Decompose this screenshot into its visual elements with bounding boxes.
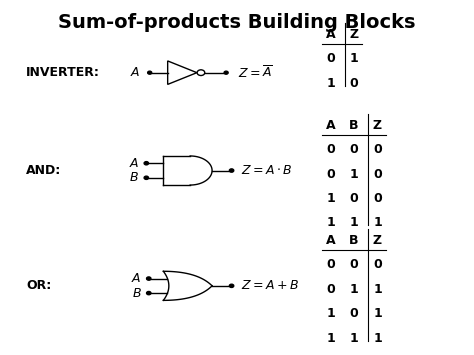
Circle shape	[229, 284, 234, 288]
Text: $Z = A + B$: $Z = A + B$	[241, 279, 299, 292]
Text: 1: 1	[373, 283, 382, 296]
Text: 1: 1	[350, 217, 358, 229]
Circle shape	[224, 71, 228, 74]
Text: 0: 0	[350, 307, 358, 320]
Text: B: B	[349, 234, 359, 247]
Circle shape	[148, 71, 152, 74]
Text: A: A	[326, 28, 336, 41]
Text: A: A	[326, 119, 336, 132]
Circle shape	[144, 176, 148, 179]
Text: 1: 1	[373, 307, 382, 320]
Text: 1: 1	[326, 217, 335, 229]
Circle shape	[229, 169, 234, 172]
Text: Sum-of-products Building Blocks: Sum-of-products Building Blocks	[58, 13, 416, 32]
Text: 0: 0	[373, 168, 382, 180]
Text: 1: 1	[373, 332, 382, 345]
Circle shape	[146, 291, 151, 295]
Text: 0: 0	[326, 168, 335, 180]
Text: A: A	[326, 234, 336, 247]
Text: 1: 1	[326, 192, 335, 205]
Text: $B$: $B$	[129, 171, 139, 184]
Text: 0: 0	[373, 258, 382, 271]
Text: $A$: $A$	[130, 66, 140, 79]
Text: 0: 0	[350, 77, 358, 90]
Text: 0: 0	[326, 258, 335, 271]
Text: 0: 0	[373, 192, 382, 205]
Circle shape	[146, 277, 151, 280]
Text: 1: 1	[350, 332, 358, 345]
Text: 0: 0	[326, 283, 335, 296]
Text: 0: 0	[373, 143, 382, 156]
Text: 0: 0	[350, 192, 358, 205]
Text: INVERTER:: INVERTER:	[26, 66, 100, 79]
Text: 1: 1	[326, 307, 335, 320]
Text: 1: 1	[350, 168, 358, 180]
Text: 0: 0	[326, 143, 335, 156]
Text: $A$: $A$	[131, 272, 142, 285]
Text: 1: 1	[373, 217, 382, 229]
Circle shape	[144, 162, 148, 165]
Text: OR:: OR:	[26, 279, 52, 292]
Text: $A$: $A$	[129, 157, 139, 170]
Text: Z: Z	[373, 234, 382, 247]
Text: B: B	[349, 119, 359, 132]
Text: AND:: AND:	[26, 164, 62, 177]
Text: 0: 0	[326, 52, 335, 65]
Text: 1: 1	[350, 52, 358, 65]
Text: 0: 0	[350, 143, 358, 156]
Text: 1: 1	[326, 77, 335, 90]
Text: 1: 1	[350, 283, 358, 296]
Text: $Z = A \cdot B$: $Z = A \cdot B$	[241, 164, 292, 177]
Text: Z: Z	[373, 119, 382, 132]
Text: Z: Z	[349, 28, 359, 41]
Text: $Z = \overline{A}$: $Z = \overline{A}$	[238, 65, 273, 81]
Text: 0: 0	[350, 258, 358, 271]
Text: $B$: $B$	[132, 286, 142, 300]
Text: 1: 1	[326, 332, 335, 345]
